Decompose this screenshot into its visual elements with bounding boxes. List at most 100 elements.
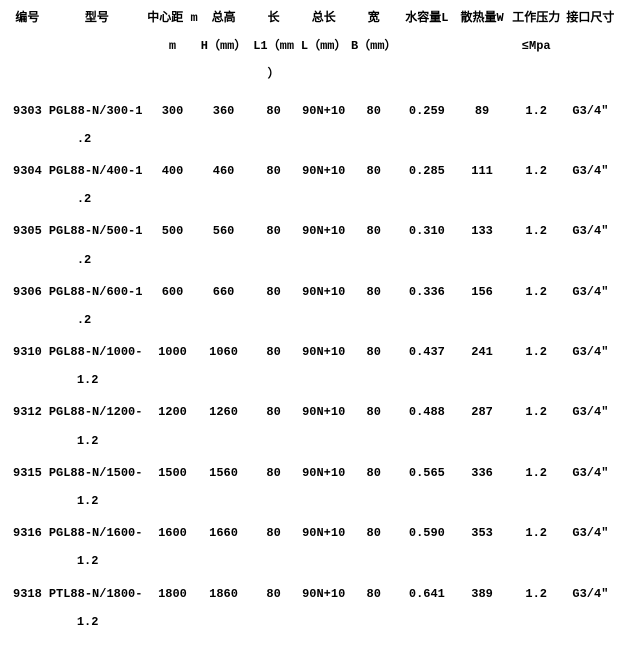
cell-heat-dis: 133 <box>456 215 509 275</box>
cell-heat-dis: 353 <box>456 517 509 577</box>
cell-id: 9304 <box>8 155 47 215</box>
cell-width: 80 <box>349 578 398 638</box>
cell-id: 9315 <box>8 457 47 517</box>
cell-width: 80 <box>349 336 398 396</box>
col-length: 总长 L（mm） <box>298 10 349 95</box>
cell-id: 9310 <box>8 336 47 396</box>
cell-center-dist: 1800 <box>147 578 198 638</box>
cell-length: 90N+10 <box>298 578 349 638</box>
cell-l1: 80 <box>249 215 298 275</box>
col-heat-dis: 散热量W <box>456 10 509 95</box>
cell-work-press: 1.2 <box>509 95 564 155</box>
cell-width: 80 <box>349 276 398 336</box>
cell-port: G3/4″ <box>564 155 617 215</box>
cell-width: 80 <box>349 155 398 215</box>
cell-id: 9312 <box>8 396 47 456</box>
cell-heat-dis: 389 <box>456 578 509 638</box>
table-row: 9315PGL88-N/1500-1.2150015608090N+10800.… <box>8 457 617 517</box>
cell-id: 9303 <box>8 95 47 155</box>
cell-center-dist: 300 <box>147 95 198 155</box>
cell-l1: 80 <box>249 578 298 638</box>
table-row: 9303PGL88-N/300-1.23003608090N+10800.259… <box>8 95 617 155</box>
cell-heat-dis: 241 <box>456 336 509 396</box>
table-row: 9312PGL88-N/1200-1.2120012608090N+10800.… <box>8 396 617 456</box>
cell-width: 80 <box>349 457 398 517</box>
cell-model: PGL88-N/1600-1.2 <box>47 517 147 577</box>
table-row: 9304PGL88-N/400-1.24004608090N+10800.285… <box>8 155 617 215</box>
cell-l1: 80 <box>249 95 298 155</box>
cell-water-cap: 0.336 <box>398 276 455 336</box>
cell-height: 1660 <box>198 517 249 577</box>
cell-port: G3/4″ <box>564 457 617 517</box>
cell-width: 80 <box>349 215 398 275</box>
header-row: 编号 型号 中心距 m m 总高 H（mm） 长 L1（mm <box>8 10 617 95</box>
cell-width: 80 <box>349 517 398 577</box>
cell-water-cap: 0.437 <box>398 336 455 396</box>
cell-work-press: 1.2 <box>509 155 564 215</box>
table-row: 9318PTL88-N/1800-1.2180018608090N+10800.… <box>8 578 617 638</box>
cell-height: 1060 <box>198 336 249 396</box>
cell-heat-dis: 336 <box>456 457 509 517</box>
col-water-cap: 水容量L <box>398 10 455 95</box>
cell-l1: 80 <box>249 517 298 577</box>
cell-heat-dis: 111 <box>456 155 509 215</box>
col-port: 接口尺寸 <box>564 10 617 95</box>
cell-heat-dis: 89 <box>456 95 509 155</box>
cell-work-press: 1.2 <box>509 517 564 577</box>
table-row: 9305PGL88-N/500-1.25005608090N+10800.310… <box>8 215 617 275</box>
cell-model: PGL88-N/1500-1.2 <box>47 457 147 517</box>
cell-model: PGL88-N/300-1.2 <box>47 95 147 155</box>
cell-work-press: 1.2 <box>509 396 564 456</box>
cell-height: 660 <box>198 276 249 336</box>
cell-model: PGL88-N/1000-1.2 <box>47 336 147 396</box>
cell-id: 9318 <box>8 578 47 638</box>
col-width: 宽 B（mm） <box>349 10 398 95</box>
table-row: 9306PGL88-N/600-1.26006608090N+10800.336… <box>8 276 617 336</box>
cell-height: 1560 <box>198 457 249 517</box>
cell-id: 9306 <box>8 276 47 336</box>
cell-port: G3/4″ <box>564 336 617 396</box>
cell-width: 80 <box>349 95 398 155</box>
cell-center-dist: 500 <box>147 215 198 275</box>
cell-length: 90N+10 <box>298 155 349 215</box>
cell-model: PGL88-N/400-1.2 <box>47 155 147 215</box>
cell-port: G3/4″ <box>564 578 617 638</box>
cell-water-cap: 0.285 <box>398 155 455 215</box>
col-model: 型号 <box>47 10 147 95</box>
spec-table: 编号 型号 中心距 m m 总高 H（mm） 长 L1（mm <box>8 10 617 638</box>
cell-water-cap: 0.259 <box>398 95 455 155</box>
cell-work-press: 1.2 <box>509 276 564 336</box>
col-l1: 长 L1（mm ） <box>249 10 298 95</box>
cell-length: 90N+10 <box>298 457 349 517</box>
cell-height: 1260 <box>198 396 249 456</box>
cell-heat-dis: 156 <box>456 276 509 336</box>
cell-length: 90N+10 <box>298 215 349 275</box>
cell-model: PGL88-N/500-1.2 <box>47 215 147 275</box>
cell-model: PGL88-N/1200-1.2 <box>47 396 147 456</box>
cell-center-dist: 400 <box>147 155 198 215</box>
cell-l1: 80 <box>249 457 298 517</box>
cell-water-cap: 0.641 <box>398 578 455 638</box>
cell-work-press: 1.2 <box>509 215 564 275</box>
cell-l1: 80 <box>249 396 298 456</box>
cell-height: 360 <box>198 95 249 155</box>
cell-center-dist: 1500 <box>147 457 198 517</box>
cell-water-cap: 0.488 <box>398 396 455 456</box>
cell-water-cap: 0.565 <box>398 457 455 517</box>
cell-center-dist: 1000 <box>147 336 198 396</box>
cell-l1: 80 <box>249 155 298 215</box>
cell-work-press: 1.2 <box>509 336 564 396</box>
cell-work-press: 1.2 <box>509 457 564 517</box>
cell-port: G3/4″ <box>564 95 617 155</box>
cell-length: 90N+10 <box>298 95 349 155</box>
cell-water-cap: 0.590 <box>398 517 455 577</box>
cell-length: 90N+10 <box>298 336 349 396</box>
cell-width: 80 <box>349 396 398 456</box>
cell-id: 9316 <box>8 517 47 577</box>
cell-id: 9305 <box>8 215 47 275</box>
cell-center-dist: 600 <box>147 276 198 336</box>
table-row: 9316PGL88-N/1600-1.2160016608090N+10800.… <box>8 517 617 577</box>
cell-length: 90N+10 <box>298 276 349 336</box>
cell-height: 460 <box>198 155 249 215</box>
cell-model: PTL88-N/1800-1.2 <box>47 578 147 638</box>
